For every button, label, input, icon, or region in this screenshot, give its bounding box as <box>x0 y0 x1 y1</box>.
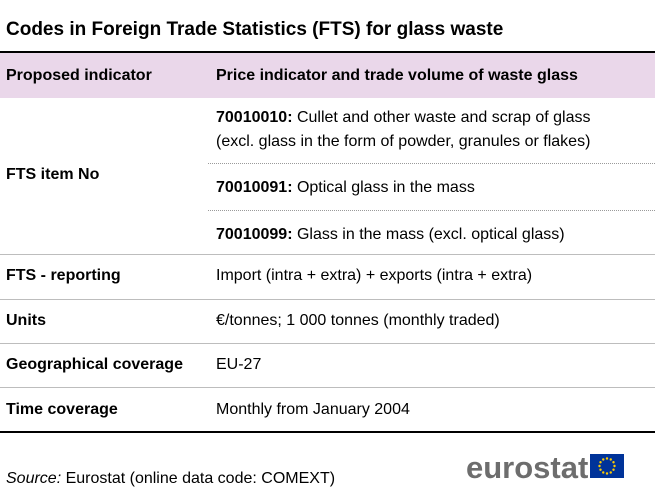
fts-item-3: 70010099: Glass in the mass (excl. optic… <box>216 223 565 247</box>
header-col2: Price indicator and trade volume of wast… <box>216 67 578 84</box>
logo-text: eurostat <box>466 450 589 485</box>
eu-flag-icon <box>590 453 625 483</box>
header-col1: Proposed indicator <box>6 67 152 84</box>
fts-item-2: 70010091: Optical glass in the mass <box>216 176 475 200</box>
fts-item-2-code: 70010091: <box>216 179 293 196</box>
sub-divider <box>208 163 655 164</box>
fts-item-1: 70010010: Cullet and other waste and scr… <box>216 106 590 154</box>
fts-item-3-code: 70010099: <box>216 226 293 243</box>
bottom-rule <box>0 431 655 433</box>
fts-item-1-code: 70010010: <box>216 109 293 126</box>
row-divider <box>0 299 655 300</box>
row-divider <box>0 254 655 255</box>
page-title: Codes in Foreign Trade Statistics (FTS) … <box>6 19 504 40</box>
row-value-units: €/tonnes; 1 000 tonnes (monthly traded) <box>216 312 500 329</box>
row-label-units: Units <box>6 312 46 329</box>
row-divider <box>0 343 655 344</box>
row-label-time: Time coverage <box>6 401 118 418</box>
source-text: Eurostat (online data code: COMEXT) <box>61 470 336 487</box>
row-label-geo: Geographical coverage <box>6 356 183 373</box>
source-note: Source: Eurostat (online data code: COME… <box>6 470 335 488</box>
table-header <box>0 53 655 98</box>
top-rule <box>0 51 655 53</box>
row-value-fts-reporting: Import (intra + extra) + exports (intra … <box>216 267 533 284</box>
row-value-time: Monthly from January 2004 <box>216 401 410 418</box>
fts-item-1-text: Cullet and other waste and scrap of glas… <box>292 109 591 126</box>
row-value-geo: EU-27 <box>216 356 262 373</box>
fts-item-1-text-2: (excl. glass in the form of powder, gran… <box>216 133 591 150</box>
row-label-fts-item: FTS item No <box>6 166 100 183</box>
sub-divider <box>208 210 655 211</box>
row-label-fts-reporting: FTS - reporting <box>6 267 121 284</box>
fts-item-3-text: Glass in the mass (excl. optical glass) <box>292 226 565 243</box>
fts-item-2-text: Optical glass in the mass <box>292 179 475 196</box>
source-prefix: Source: <box>6 470 62 487</box>
eurostat-logo: eurostat <box>466 450 625 485</box>
row-divider <box>0 387 655 388</box>
